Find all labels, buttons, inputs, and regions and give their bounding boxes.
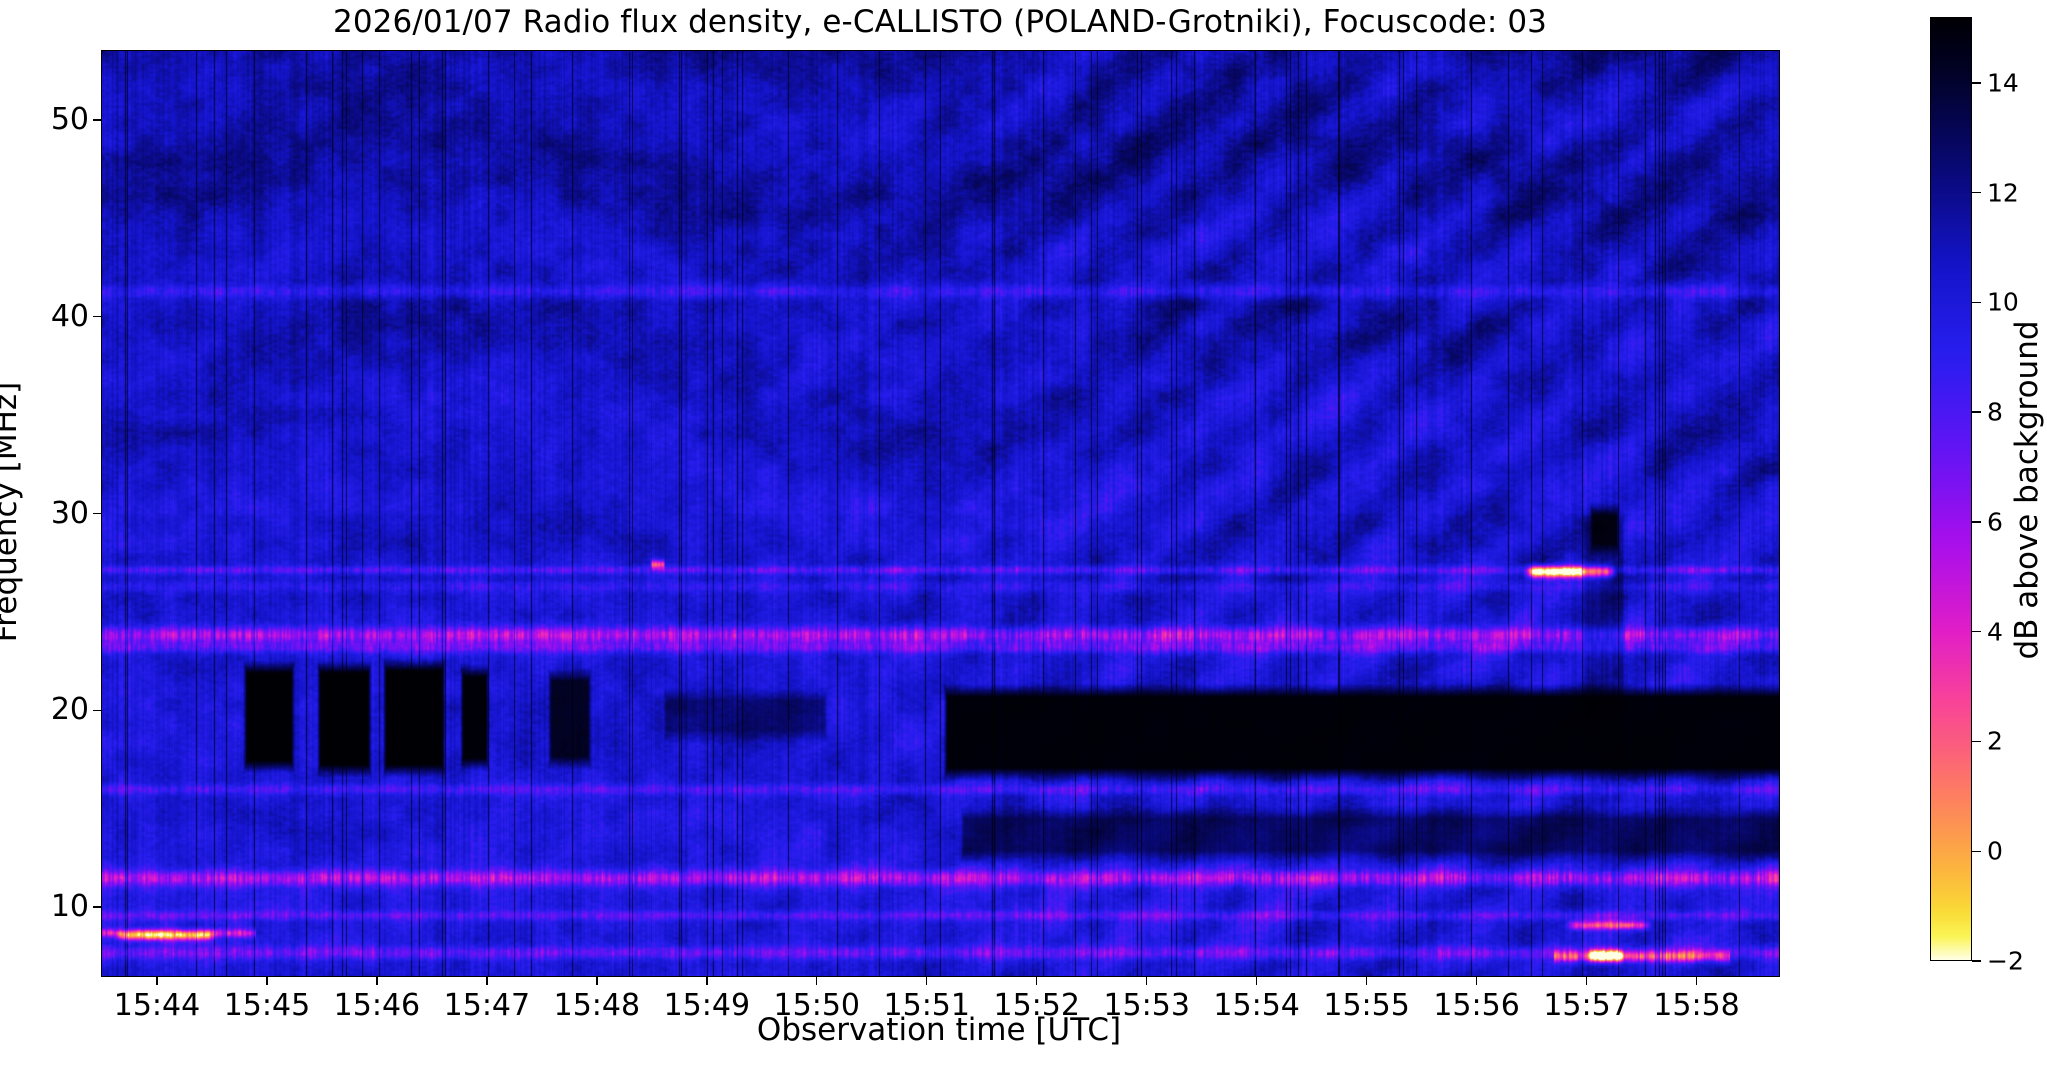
colorbar-tick [1972, 191, 1981, 194]
colorbar-tick [1972, 630, 1981, 633]
colorbar-tick [1972, 82, 1981, 84]
x-axis-tick-label: 15:57 [1543, 988, 1630, 1023]
x-axis-tick-label: 15:52 [993, 988, 1080, 1023]
y-axis-tick-label: 40 [50, 298, 89, 334]
x-axis-tick-label: 15:58 [1653, 988, 1740, 1023]
colorbar-tick-label: 12 [1987, 178, 2019, 208]
x-axis-tick-label: 15:50 [773, 988, 861, 1023]
x-axis-tick-label: 15:44 [113, 988, 201, 1023]
x-axis-tick-label: 15:49 [663, 988, 751, 1023]
x-axis-tick [1365, 976, 1368, 985]
x-axis-tick-label: 15:46 [333, 988, 421, 1023]
colorbar-tick-label: 4 [1987, 617, 2003, 647]
x-axis-tick [376, 976, 378, 985]
colorbar-tick-label: 8 [1987, 397, 2003, 427]
x-axis-tick-label: 15:51 [883, 988, 970, 1023]
colorbar-tick [1972, 740, 1981, 743]
colorbar-tick-label: 10 [1987, 287, 2019, 317]
y-axis-tick [93, 906, 102, 908]
x-axis-tick [706, 976, 708, 985]
colorbar-tick-label: 2 [1987, 726, 2003, 756]
colorbar-tick-label: 6 [1987, 507, 2003, 537]
colorbar-tick [1972, 960, 1981, 962]
x-axis-tick [1585, 976, 1588, 985]
x-axis-tick-label: 15:56 [1433, 988, 1520, 1023]
x-axis-tick-label: 15:54 [1213, 988, 1300, 1023]
colorbar-gradient-frame [1930, 17, 1972, 961]
colorbar-label: dB above background [2009, 320, 2045, 660]
y-axis-tick [93, 315, 102, 318]
x-axis-label: Observation time [UTC] [756, 1012, 1122, 1048]
x-axis-tick [926, 976, 928, 985]
x-axis-tick [1036, 976, 1038, 985]
x-axis-tick [1475, 976, 1478, 985]
colorbar-tick-label: −2 [1987, 946, 2024, 976]
y-axis-tick [93, 119, 102, 121]
colorbar-tick [1972, 850, 1981, 852]
spectrogram-plot-area[interactable]: 50 40 30 20 10 15:44 15:45 15:46 15:47 15:48 15:49… [51, 50, 1780, 1021]
x-axis-tick-label: 15:48 [553, 988, 641, 1023]
x-axis-tick-label: 15:45 [223, 988, 311, 1023]
figure-title: 2026/01/07 Radio flux density, e-CALLIST… [333, 4, 1547, 40]
x-axis-tick [816, 976, 818, 985]
y-axis-tick [93, 709, 102, 711]
x-axis-tick [156, 976, 158, 985]
x-axis-tick-label: 15:47 [443, 988, 531, 1023]
y-axis-tick-label: 30 [50, 495, 89, 531]
x-axis-tick-label: 15:55 [1323, 988, 1410, 1023]
x-axis-tick [486, 976, 488, 985]
x-axis-tick [1695, 976, 1698, 985]
colorbar-gradient [1931, 18, 1971, 960]
y-axis-label: Frequency [MHz] [0, 381, 24, 643]
x-axis-tick [1255, 976, 1258, 985]
x-axis-tick [596, 976, 598, 985]
colorbar-tick-label: 14 [1987, 68, 2019, 98]
y-axis-tick-label: 50 [50, 101, 89, 137]
spectrogram-image [102, 51, 1779, 976]
y-axis-tick-label: 10 [50, 889, 89, 925]
x-axis-tick [1145, 976, 1148, 985]
colorbar: 14 12 10 8 6 4 2 0 −2 [1930, 17, 2024, 974]
colorbar-tick [1972, 411, 1981, 413]
colorbar-tick [1972, 301, 1981, 304]
y-axis-tick-label: 20 [50, 692, 89, 728]
colorbar-tick-label: 0 [1987, 836, 2003, 866]
x-axis-tick [266, 976, 268, 985]
colorbar-tick [1972, 521, 1981, 523]
y-axis-tick [93, 512, 102, 515]
x-axis-tick-label: 15:53 [1103, 988, 1190, 1023]
